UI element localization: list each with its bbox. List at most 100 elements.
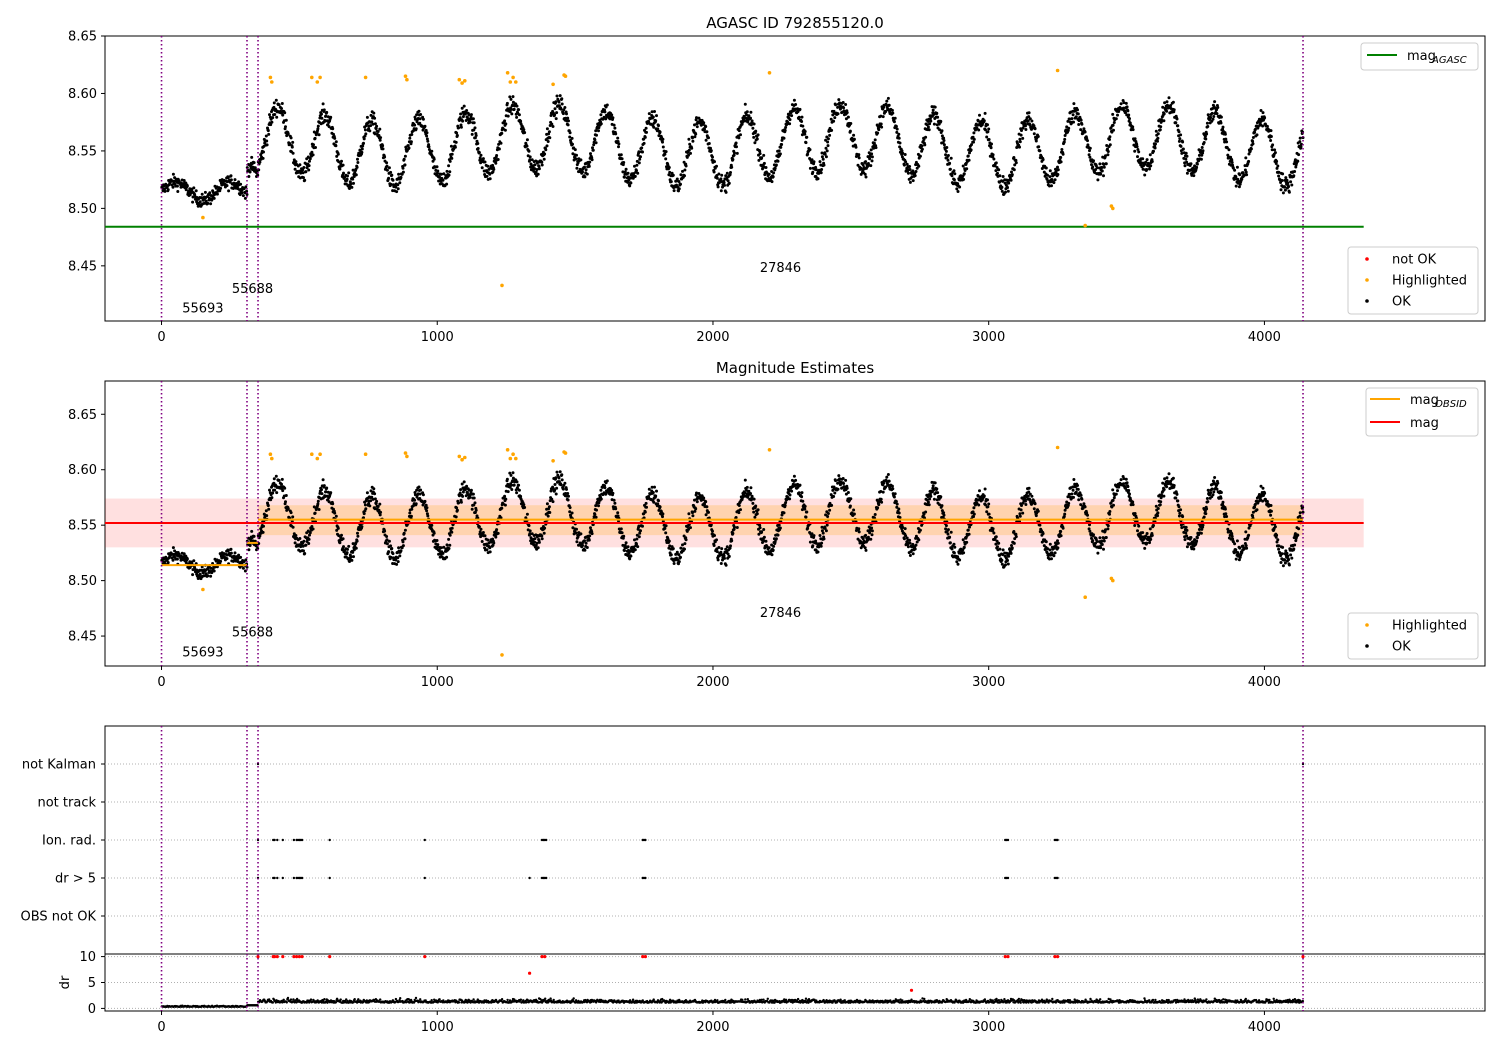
ok-point: [971, 510, 975, 514]
ok-point: [1034, 139, 1038, 143]
ok-point: [1072, 120, 1075, 124]
ok-point: [652, 500, 656, 504]
ok-point: [1150, 160, 1154, 163]
ok-point: [880, 500, 884, 504]
ok-point: [1184, 151, 1188, 155]
ok-point: [870, 533, 874, 537]
ok-point: [243, 569, 247, 573]
ok-point: [801, 499, 805, 503]
ok-point: [267, 507, 271, 511]
ok-point: [663, 526, 667, 530]
ok-point: [590, 532, 594, 536]
ok-point: [1145, 168, 1149, 171]
ok-point: [198, 200, 202, 204]
ok-point: [415, 488, 419, 492]
ok-point: [721, 185, 724, 189]
ok-point: [474, 508, 478, 512]
ok-point: [962, 545, 966, 549]
ok-point: [797, 491, 801, 495]
ok-point: [551, 125, 555, 128]
ok-point: [689, 151, 692, 155]
ok-point: [1255, 133, 1259, 137]
ok-point: [653, 110, 656, 113]
ok-point: [852, 512, 856, 516]
ok-point: [474, 134, 478, 137]
ok-point: [262, 524, 265, 528]
ok-point: [1257, 117, 1261, 121]
ok-point: [639, 529, 642, 533]
ok-point: [823, 152, 827, 156]
ok-point: [437, 548, 441, 552]
ok-point: [293, 541, 297, 545]
ok-point: [1183, 164, 1187, 168]
ok-point: [441, 178, 445, 182]
ok-point: [902, 163, 906, 167]
ok-point: [461, 115, 465, 119]
ok-point: [308, 531, 312, 535]
ok-point: [593, 513, 597, 516]
ok-point: [952, 542, 956, 546]
ok-point: [1020, 129, 1023, 132]
ok-point: [555, 470, 559, 474]
ok-point: [485, 548, 489, 552]
ok-point: [931, 484, 935, 488]
ok-point: [777, 149, 781, 153]
ok-point: [830, 128, 834, 132]
ok-point: [844, 478, 848, 482]
ok-point: [372, 487, 376, 491]
ok-point: [459, 125, 463, 129]
ok-point: [832, 119, 836, 123]
ok-point: [824, 513, 828, 517]
ok-point: [687, 148, 691, 152]
ok-point: [722, 181, 726, 185]
ok-point: [821, 531, 825, 535]
ok-point: [425, 131, 429, 135]
ok-point: [250, 155, 254, 159]
ok-point: [1005, 178, 1009, 182]
ok-point: [565, 112, 568, 116]
ok-point: [389, 555, 393, 559]
ok-point: [1176, 124, 1180, 128]
ok-point: [915, 540, 919, 544]
ok-point: [584, 541, 588, 545]
ok-point: [239, 182, 243, 186]
ok-point: [265, 514, 269, 518]
ok-point: [166, 561, 170, 564]
ok-point: [229, 551, 233, 555]
ok-point: [968, 151, 971, 155]
ok-point: [506, 490, 510, 494]
ok-point: [1104, 154, 1107, 158]
ok-point: [427, 148, 431, 151]
ok-point: [747, 114, 751, 118]
ok-point: [661, 145, 665, 149]
ok-point: [707, 510, 710, 514]
ok-point: [825, 523, 829, 527]
ok-point: [800, 495, 804, 499]
ok-point: [316, 502, 320, 506]
ok-point: [808, 148, 812, 152]
ok-point: [455, 131, 459, 135]
ok-point: [373, 497, 377, 501]
ok-point: [302, 549, 305, 553]
ok-point: [261, 530, 265, 534]
ok-point: [1014, 161, 1018, 165]
ok-point: [730, 539, 734, 543]
ok-point: [579, 158, 583, 162]
ok-point: [603, 486, 607, 490]
ok-point: [450, 526, 454, 530]
ok-point: [801, 124, 805, 128]
ok-point: [690, 146, 694, 150]
ok-point: [820, 525, 824, 529]
ok-point: [360, 147, 364, 151]
ok-point: [1292, 174, 1296, 178]
ok-point: [972, 137, 976, 141]
ok-point: [486, 538, 490, 542]
ok-point: [1234, 184, 1238, 188]
ok-point: [616, 514, 620, 518]
ok-point: [920, 144, 924, 148]
ok-point: [717, 172, 721, 176]
ok-point: [945, 146, 949, 149]
ok-point: [553, 107, 557, 111]
ok-point: [826, 144, 830, 148]
